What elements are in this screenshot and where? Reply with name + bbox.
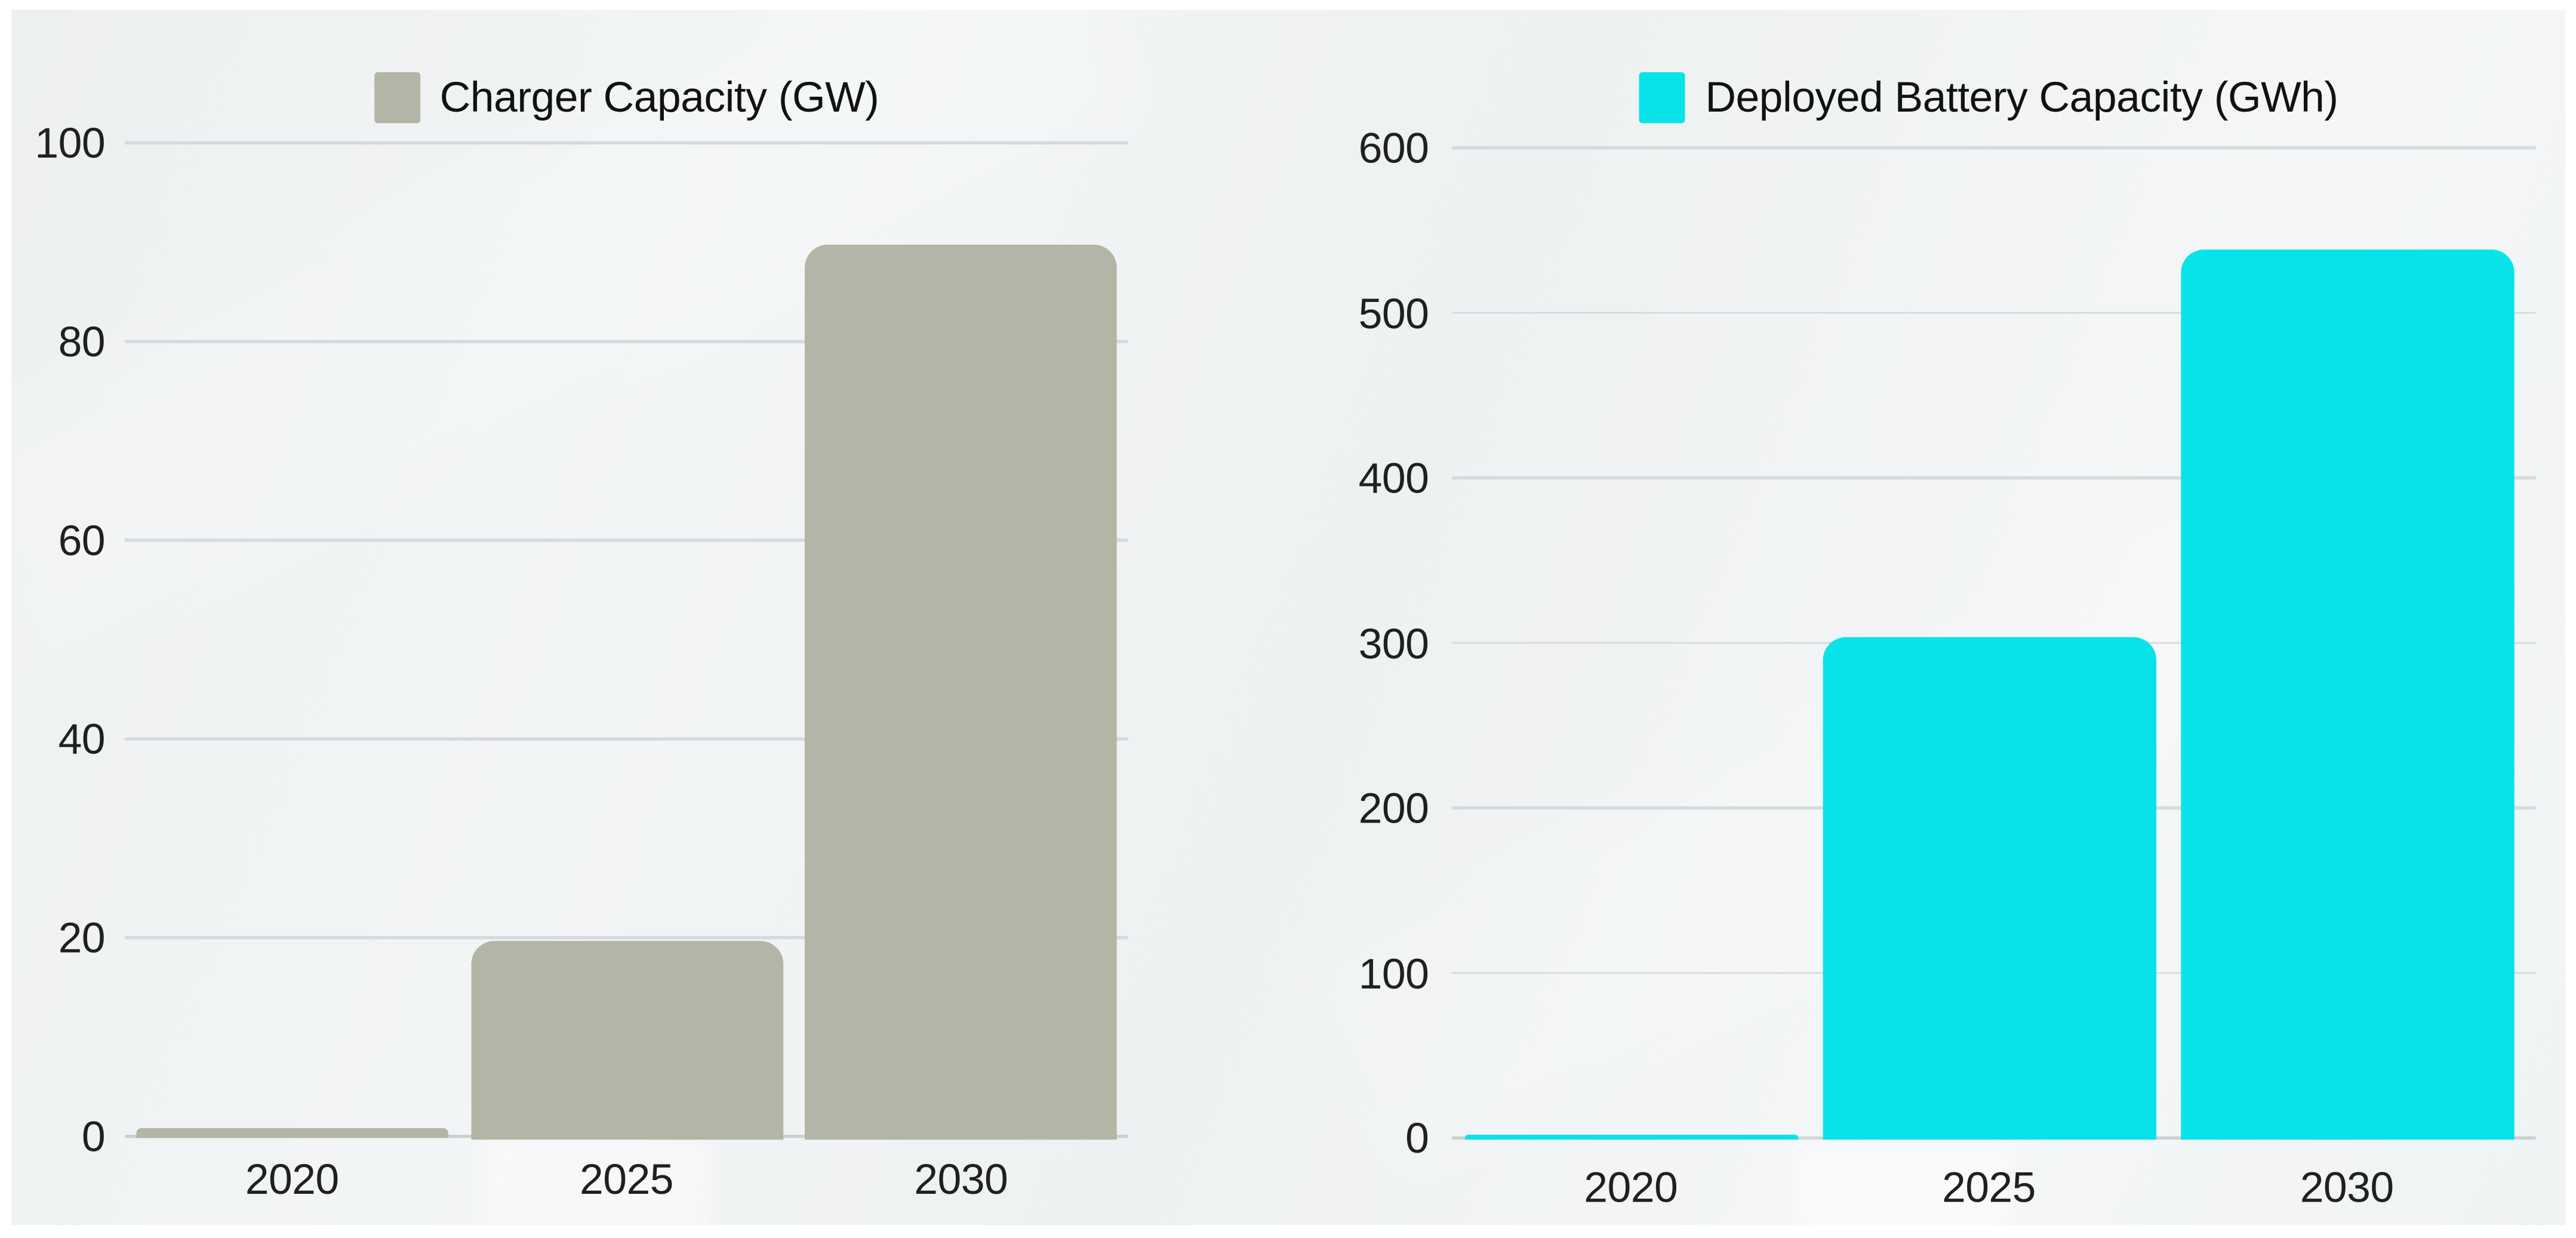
bar-2030: [2180, 249, 2514, 1141]
y-tick-600: 600: [1358, 123, 1429, 173]
x-label-2020: 2020: [245, 1154, 339, 1204]
y-tick-0: 0: [81, 1111, 106, 1161]
gridline-80: [125, 340, 1128, 343]
gridline-400: [1451, 476, 2536, 479]
gridline-100: [125, 141, 1128, 144]
gridline-600: [1451, 146, 2536, 149]
legend-label: Charger Capacity (GW): [439, 71, 879, 121]
legend-label: Deployed Battery Capacity (GWh): [1705, 71, 2338, 121]
legend: Deployed Battery Capacity (GWh): [1452, 70, 2526, 123]
gridline-20: [125, 936, 1128, 939]
gridline-40: [125, 737, 1128, 741]
x-label-2030: 2030: [914, 1154, 1008, 1204]
y-tick-400: 400: [1358, 453, 1429, 503]
x-label-2020: 2020: [1584, 1162, 1678, 1212]
gridline-500: [1451, 312, 2536, 315]
legend-swatch: [1639, 71, 1686, 122]
legend: Charger Capacity (GW): [125, 70, 1128, 123]
legend-swatch: [374, 71, 420, 122]
y-tick-80: 80: [58, 316, 106, 367]
bar-2020: [136, 1129, 448, 1139]
y-tick-100: 100: [1358, 948, 1429, 998]
bar-2030: [805, 244, 1118, 1139]
y-tick-40: 40: [58, 714, 106, 764]
bar-2025: [1822, 637, 2156, 1141]
bar-2020: [1464, 1135, 1798, 1141]
y-tick-0: 0: [1405, 1113, 1429, 1163]
y-tick-100: 100: [35, 118, 106, 168]
gridline-60: [125, 539, 1128, 542]
y-tick-200: 200: [1358, 783, 1429, 833]
y-tick-60: 60: [58, 515, 106, 565]
x-label-2025: 2025: [580, 1154, 673, 1204]
y-tick-500: 500: [1358, 288, 1429, 338]
y-tick-300: 300: [1358, 618, 1429, 668]
bar-2025: [470, 940, 783, 1139]
x-label-2030: 2030: [2300, 1162, 2394, 1212]
x-label-2025: 2025: [1941, 1162, 2036, 1212]
y-tick-20: 20: [58, 913, 106, 963]
